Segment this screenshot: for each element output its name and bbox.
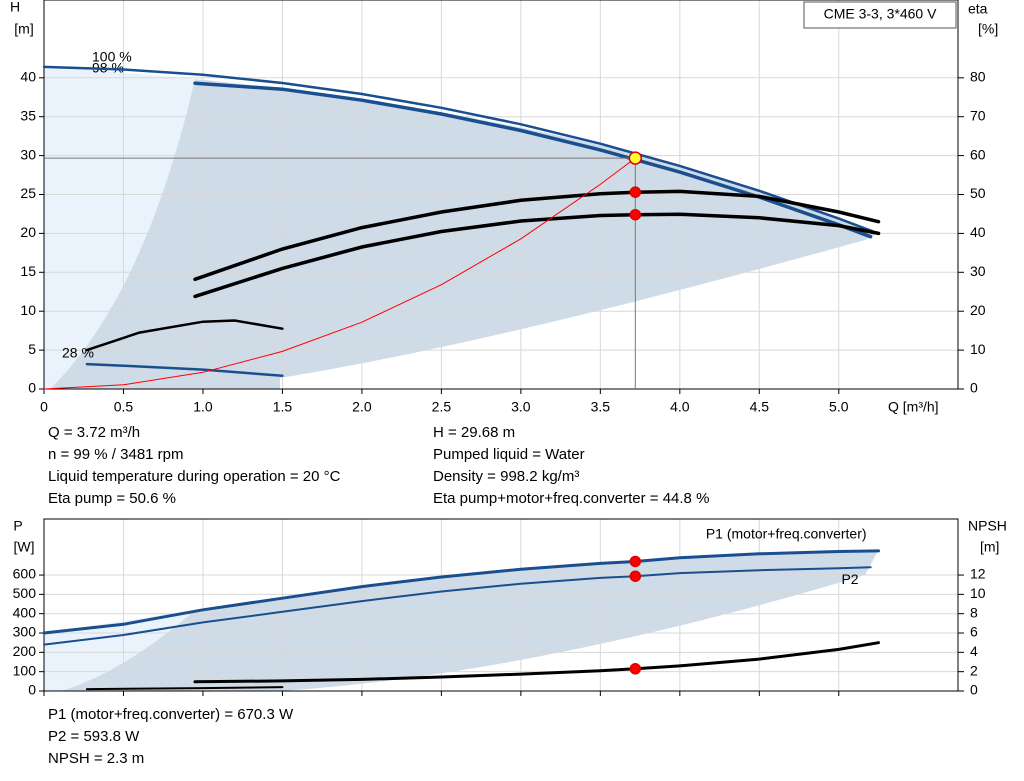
operating-point bbox=[629, 555, 642, 568]
chart-layer: 0 0.5 1.0 1.5 2.0 2.5 3.0 3.5 4.0 4.5 5.0051015202… bbox=[10, 0, 1007, 767]
curve bbox=[42, 549, 880, 635]
y2-tick-label: 10 bbox=[970, 341, 986, 357]
info-text: Eta pump+motor+freq.converter = 44.8 % bbox=[433, 490, 709, 507]
x-tick-label: 2.0 bbox=[352, 399, 372, 415]
curve-label: 28 % bbox=[62, 345, 94, 361]
curve bbox=[43, 566, 872, 646]
y-tick-label: 100 bbox=[13, 662, 37, 678]
x-tick-label: 4.5 bbox=[750, 399, 770, 415]
info-text: NPSH = 2.3 m bbox=[48, 750, 144, 767]
light-region bbox=[44, 66, 195, 389]
info-text: P1 (motor+freq.converter) = 670.3 W bbox=[48, 706, 294, 723]
y2-tick-label: 8 bbox=[970, 604, 978, 620]
curve bbox=[85, 319, 284, 352]
curve bbox=[193, 81, 873, 239]
y2-tick-label: 10 bbox=[970, 585, 986, 601]
info-text: Density = 998.2 kg/m³ bbox=[433, 468, 579, 485]
y-tick-label: 600 bbox=[13, 566, 37, 582]
y-tick-label: 200 bbox=[13, 643, 37, 659]
y-tick-label: 40 bbox=[20, 69, 36, 85]
title-box bbox=[803, 1, 957, 29]
curve-name: P1 (motor+freq.converter) bbox=[706, 526, 867, 542]
info-text: Eta pump = 50.6 % bbox=[48, 490, 176, 507]
curve-label: 100 % bbox=[92, 49, 132, 65]
info-text: P2 = 593.8 W bbox=[48, 728, 140, 745]
y-axis-label: H bbox=[10, 0, 20, 15]
x-tick-label: 1.5 bbox=[273, 399, 293, 415]
y2-axis-unit: [m] bbox=[980, 539, 999, 555]
curve bbox=[193, 189, 881, 282]
y-axis-unit: [m] bbox=[14, 21, 33, 37]
operating-point bbox=[628, 151, 643, 165]
y2-tick-label: 6 bbox=[970, 624, 978, 640]
y-tick-label: 0 bbox=[28, 380, 36, 396]
x-tick-label: 0.5 bbox=[114, 399, 134, 415]
y-axis-unit: [W] bbox=[14, 539, 35, 555]
x-tick-label: 1.0 bbox=[193, 399, 213, 415]
info-text: H = 29.68 m bbox=[433, 424, 515, 441]
y2-tick-label: 30 bbox=[970, 263, 986, 279]
info-text: Q = 3.72 m³/h bbox=[48, 424, 140, 441]
y2-axis-label: eta bbox=[968, 1, 988, 17]
y2-tick-label: 50 bbox=[970, 185, 986, 201]
x-tick-label: 2.5 bbox=[432, 399, 452, 415]
y2-axis-label: NPSH bbox=[968, 518, 1007, 534]
y-axis-label: P bbox=[13, 518, 22, 534]
y-tick-label: 5 bbox=[28, 341, 36, 357]
y2-tick-label: 12 bbox=[970, 566, 986, 582]
x-axis-label: Q [m³/h] bbox=[888, 399, 939, 415]
y2-tick-label: 20 bbox=[970, 302, 986, 318]
info-text: Pumped liquid = Water bbox=[433, 446, 585, 463]
curve bbox=[85, 686, 284, 691]
y-tick-label: 300 bbox=[13, 624, 37, 640]
y2-tick-label: 0 bbox=[970, 380, 978, 396]
operating-point bbox=[629, 570, 642, 582]
y-tick-label: 10 bbox=[20, 302, 36, 318]
curve bbox=[42, 65, 880, 235]
operating-point bbox=[629, 186, 642, 198]
x-tick-label: 3.0 bbox=[511, 399, 531, 415]
curve-label: 98 % bbox=[92, 60, 124, 76]
plot-frame bbox=[43, 518, 959, 692]
operating-region-bottom bbox=[60, 551, 878, 691]
x-tick-label: 5.0 bbox=[829, 399, 849, 415]
chart-title: CME 3-3, 3*460 V bbox=[824, 6, 937, 22]
y-tick-label: 35 bbox=[20, 107, 36, 123]
y2-tick-label: 0 bbox=[970, 682, 978, 698]
y2-tick-label: 2 bbox=[970, 662, 978, 678]
curve bbox=[193, 641, 880, 684]
curve bbox=[43, 157, 636, 390]
x-tick-label: 4.0 bbox=[670, 399, 690, 415]
plot-frame bbox=[43, 0, 959, 390]
x-tick-label: 3.5 bbox=[591, 399, 611, 415]
operating-point bbox=[629, 208, 642, 221]
curve bbox=[193, 212, 881, 299]
x-tick-label: 0 bbox=[40, 399, 48, 415]
y-tick-label: 0 bbox=[28, 682, 36, 698]
y2-tick-label: 60 bbox=[970, 146, 986, 162]
y2-tick-label: 40 bbox=[970, 224, 986, 240]
info-text: Liquid temperature during operation = 20… bbox=[48, 468, 341, 485]
y-tick-label: 20 bbox=[20, 224, 36, 240]
y2-tick-label: 80 bbox=[970, 69, 986, 85]
y-tick-label: 25 bbox=[20, 185, 36, 201]
y-tick-label: 30 bbox=[20, 146, 36, 162]
curve-name: P2 bbox=[841, 571, 858, 587]
y-tick-label: 400 bbox=[13, 604, 37, 620]
y2-tick-label: 4 bbox=[970, 643, 978, 659]
curve bbox=[85, 362, 284, 378]
y2-axis-unit: [%] bbox=[978, 21, 998, 37]
y2-tick-label: 70 bbox=[970, 107, 986, 123]
y-tick-label: 15 bbox=[20, 263, 36, 279]
info-text: n = 99 % / 3481 rpm bbox=[48, 446, 184, 463]
y-tick-label: 500 bbox=[13, 585, 37, 601]
operating-point bbox=[629, 663, 642, 675]
